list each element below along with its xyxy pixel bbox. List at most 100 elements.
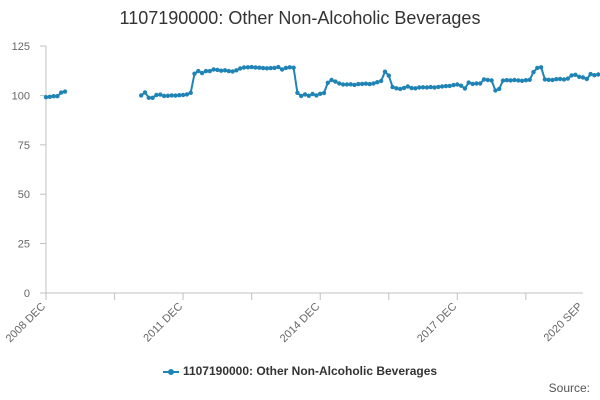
x-tick-label: 2008 DEC xyxy=(4,301,48,345)
data-point xyxy=(245,65,251,70)
data-point xyxy=(394,86,399,91)
legend-series-label: 1107190000: Other Non-Alcoholic Beverage… xyxy=(182,364,438,378)
data-point xyxy=(569,73,574,78)
y-tick-label: 100 xyxy=(12,90,30,102)
data-point xyxy=(310,91,315,97)
data-point xyxy=(409,85,414,91)
data-point xyxy=(344,82,350,87)
data-point xyxy=(462,86,468,91)
data-point xyxy=(173,93,178,98)
data-point xyxy=(512,77,517,83)
data-point xyxy=(550,77,555,83)
data-point xyxy=(413,86,418,91)
data-point xyxy=(329,77,334,83)
data-point xyxy=(276,64,281,70)
data-point xyxy=(283,65,289,71)
data-point xyxy=(184,92,190,97)
data-point xyxy=(161,93,167,99)
data-point xyxy=(249,64,254,70)
data-point xyxy=(272,65,277,71)
data-point xyxy=(405,84,410,89)
data-point xyxy=(139,93,144,98)
data-point xyxy=(516,78,521,83)
data-point xyxy=(546,77,551,83)
data-point xyxy=(59,90,64,95)
y-tick-label: 25 xyxy=(18,239,30,251)
data-point xyxy=(489,78,494,83)
data-point xyxy=(268,65,273,71)
chart-title: 1107190000: Other Non-Alcoholic Beverage… xyxy=(119,8,481,28)
data-point xyxy=(386,73,391,78)
data-point xyxy=(337,81,342,86)
x-tick-label: 2014 DEC xyxy=(278,301,322,345)
data-point xyxy=(165,93,171,99)
data-point xyxy=(447,83,452,89)
data-point xyxy=(561,77,567,82)
data-point xyxy=(584,76,589,82)
data-point xyxy=(443,83,449,89)
data-point xyxy=(287,65,292,70)
data-point xyxy=(150,95,155,101)
data-point xyxy=(207,68,212,74)
chart-legend[interactable]: 1107190000: Other Non-Alcoholic Beverage… xyxy=(0,364,600,378)
data-point xyxy=(458,83,464,88)
data-point xyxy=(321,90,327,96)
data-point xyxy=(363,81,369,86)
y-tick-label: 75 xyxy=(18,140,30,152)
data-point xyxy=(279,67,285,72)
data-point xyxy=(485,77,490,83)
data-point xyxy=(527,77,532,83)
data-point xyxy=(504,78,509,83)
data-point xyxy=(230,69,235,74)
data-point xyxy=(196,68,201,74)
data-point xyxy=(401,85,407,91)
data-point xyxy=(531,69,536,75)
data-point xyxy=(577,74,582,80)
data-point xyxy=(478,81,483,86)
data-point xyxy=(436,84,441,90)
data-point xyxy=(260,65,266,71)
data-point xyxy=(306,93,311,99)
data-point xyxy=(62,89,68,94)
data-point xyxy=(508,78,513,83)
data-point xyxy=(588,71,593,77)
data-point xyxy=(234,68,239,73)
data-point xyxy=(455,82,460,87)
data-point xyxy=(318,91,323,97)
data-point xyxy=(554,77,559,82)
data-point xyxy=(542,77,548,82)
data-point xyxy=(169,93,174,98)
data-point xyxy=(253,65,258,70)
data-point xyxy=(432,85,437,90)
data-point xyxy=(238,66,243,71)
data-point xyxy=(352,82,357,88)
x-tick-label: 2020 SEP xyxy=(542,301,586,345)
data-point xyxy=(211,67,216,72)
data-point xyxy=(203,68,209,74)
data-point xyxy=(398,86,403,92)
data-point xyxy=(188,90,193,96)
legend-line-marker-icon xyxy=(162,366,179,378)
data-point xyxy=(439,84,445,89)
x-tick-label: 2011 DEC xyxy=(141,301,185,345)
data-point xyxy=(257,65,262,70)
data-point xyxy=(538,65,544,70)
data-point xyxy=(367,81,372,87)
data-point xyxy=(371,81,376,86)
data-point xyxy=(146,95,151,101)
data-point xyxy=(51,94,56,99)
data-point xyxy=(55,94,60,99)
data-point xyxy=(493,88,498,93)
data-point xyxy=(451,82,456,88)
x-tick-label: 2017 DEC xyxy=(415,301,459,345)
data-point xyxy=(519,78,525,84)
data-point xyxy=(474,81,479,86)
data-point xyxy=(390,84,395,90)
data-point xyxy=(557,76,563,82)
data-point xyxy=(299,93,304,99)
data-point xyxy=(180,92,186,98)
data-point xyxy=(215,67,220,73)
data-point xyxy=(177,93,182,98)
data-point xyxy=(192,71,197,76)
